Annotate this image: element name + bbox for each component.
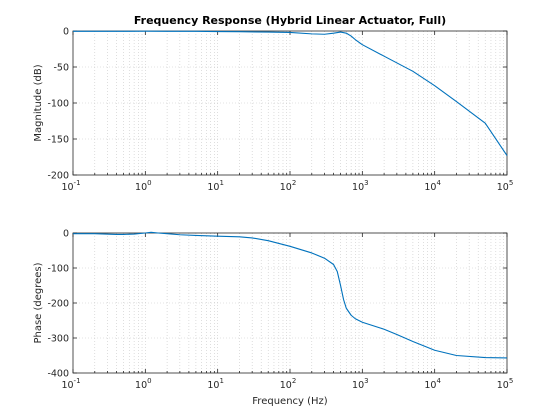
x-axis-label: Frequency (Hz) — [252, 396, 328, 407]
magnitude-series-line — [73, 30, 508, 156]
phase-x-tick-label: 101 — [207, 377, 224, 391]
magnitude-y-tick-label: 0 — [63, 27, 69, 38]
magnitude-x-tick-label: 100 — [135, 179, 152, 193]
magnitude-y-tick-label: -100 — [47, 99, 69, 110]
magnitude-y-tick-label: -150 — [47, 135, 69, 146]
phase-x-tick-label: 100 — [135, 377, 152, 391]
phase-plot: 10-1 100 101 102 103 104 105 0 -100 -200 -300 -400 P… — [33, 229, 513, 392]
magnitude-plot: 10-1 100 101 102 103 104 105 0 -50 -100 -150 -200 Ma… — [33, 27, 513, 194]
magnitude-x-tick-label: 102 — [280, 179, 297, 193]
phase-y-tick-label: -300 — [47, 334, 69, 345]
phase-y-tick-label: -100 — [47, 264, 69, 275]
phase-y-tick-label: -400 — [47, 369, 69, 380]
magnitude-y-tick-label: -50 — [53, 63, 69, 74]
magnitude-y-axis-label: Magnitude (dB) — [33, 64, 44, 141]
phase-x-tick-label: 103 — [352, 377, 369, 391]
phase-x-tick-label: 102 — [280, 377, 297, 391]
phase-series-line — [73, 231, 508, 359]
chart-title: Frequency Response (Hybrid Linear Actuat… — [134, 14, 446, 27]
phase-x-tick-label: 10-1 — [61, 377, 80, 391]
phase-y-tick-label: 0 — [63, 229, 69, 240]
magnitude-x-tick-label: 105 — [497, 179, 514, 193]
magnitude-x-tick-label: 10-1 — [61, 179, 80, 193]
phase-x-tick-label: 105 — [497, 377, 514, 391]
phase-y-tick-label: -200 — [47, 299, 69, 310]
phase-y-axis-label: Phase (degrees) — [33, 262, 44, 343]
magnitude-y-tick-label: -200 — [47, 171, 69, 182]
magnitude-x-tick-label: 104 — [424, 179, 441, 193]
magnitude-x-tick-label: 103 — [352, 179, 369, 193]
phase-x-tick-label: 104 — [424, 377, 441, 391]
magnitude-x-tick-label: 101 — [207, 179, 224, 193]
